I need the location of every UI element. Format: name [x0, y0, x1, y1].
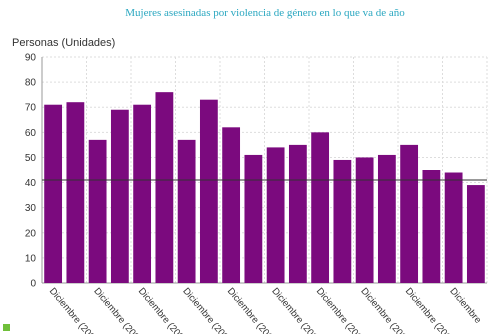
bar — [377, 154, 396, 283]
bar — [311, 132, 330, 283]
bar — [355, 157, 374, 283]
bar — [66, 102, 85, 283]
bar — [88, 139, 107, 283]
bar — [222, 127, 241, 283]
bar — [288, 144, 307, 283]
bar — [333, 159, 352, 283]
bar — [422, 170, 441, 283]
bar — [155, 92, 174, 284]
bar — [133, 104, 152, 283]
y-tick-label: 60 — [25, 128, 37, 139]
bar — [110, 109, 129, 283]
corner-icon — [3, 324, 10, 331]
bar — [266, 147, 285, 283]
y-tick-label: 50 — [25, 153, 37, 164]
y-tick-label: 40 — [25, 178, 37, 189]
bar — [199, 99, 218, 283]
bar — [244, 154, 263, 283]
bar — [177, 139, 196, 283]
y-tick-label: 10 — [25, 253, 37, 264]
bar — [444, 172, 463, 283]
y-tick-label: 80 — [25, 78, 37, 89]
y-tick-label: 0 — [30, 279, 36, 290]
y-tick-label: 90 — [25, 53, 37, 64]
bar — [466, 185, 485, 283]
bar — [400, 144, 419, 283]
y-tick-label: 30 — [25, 203, 37, 214]
chart-title: Mujeres asesinadas por violencia de géne… — [125, 7, 405, 19]
bar — [44, 104, 63, 283]
y-tick-label: 20 — [25, 228, 37, 239]
y-axis-label: Personas (Unidades) — [12, 37, 115, 49]
x-tick-label: Diciembre — [447, 286, 483, 326]
y-tick-label: 70 — [25, 103, 37, 114]
